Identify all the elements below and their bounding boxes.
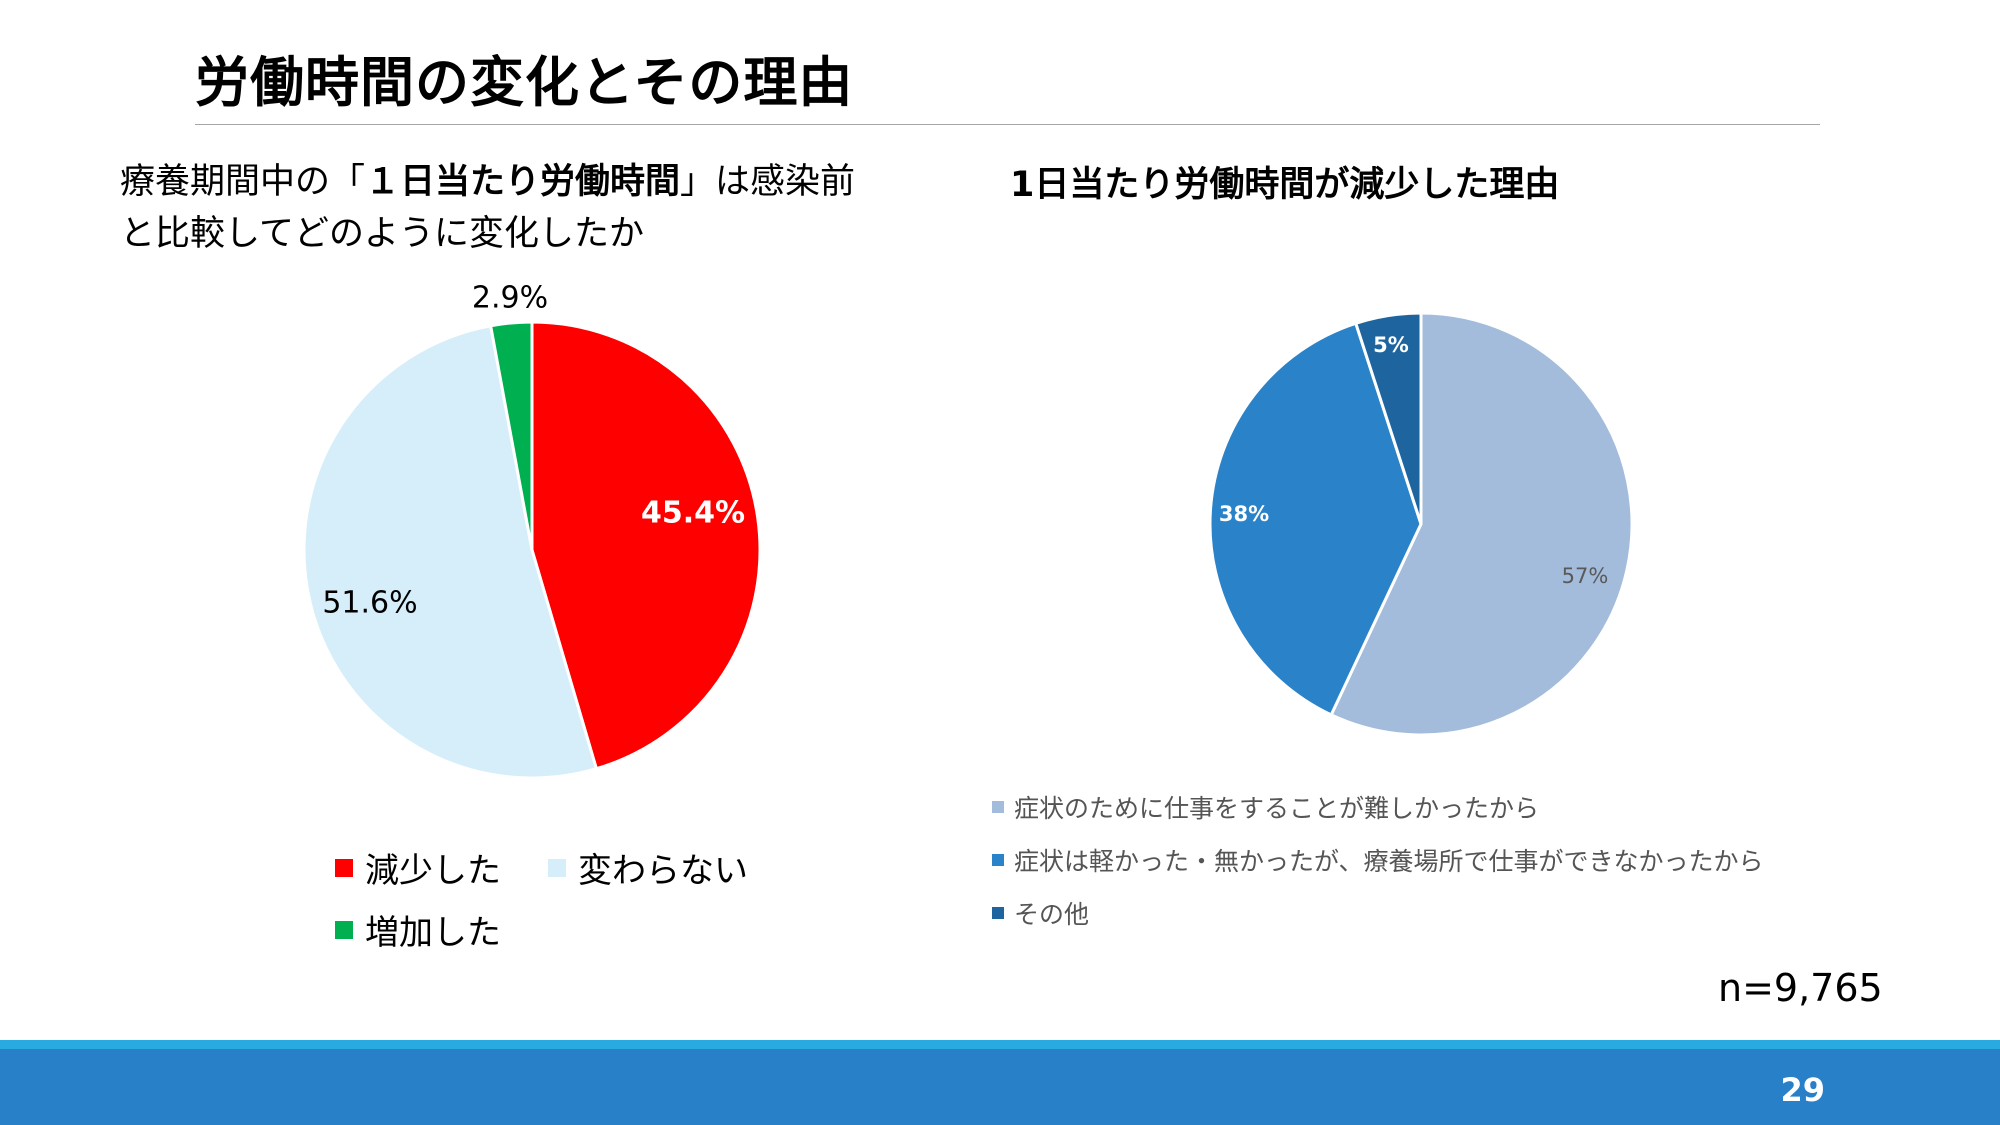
legend-swatch-unchanged [548,858,566,877]
right-pie-data-label-2: 38% [1219,502,1269,526]
right-pie-data-label-1: 57% [1562,564,1609,588]
left-pie-slice-2 [302,324,599,780]
legend-swatch-reason-3 [992,907,1004,919]
left-pie-data-label-2: 51.6% [322,586,417,621]
legend-item-unchanged: 変わらない [548,843,748,892]
legend-swatch-decrease [335,858,353,877]
slide-title: 労働時間の変化とその理由 [195,51,854,114]
legend-label-decrease: 減少した [365,851,501,891]
legend-item-reason-3: その他 [992,895,1089,931]
right-chart-title: 1日当たり労働時間が減少した理由 [1010,165,1560,205]
right-pie-slice-2 [1208,321,1423,717]
page-number: 29 [1780,1071,1825,1109]
sample-size: n=9,765 [1718,966,1883,1010]
question-line1-post: 」は感染前 [680,162,856,202]
question-line1-bold: １日当たり労働時間 [365,162,681,202]
working-hours-change-pie: 45.4% 51.6% 2.9% [302,281,762,780]
left-pie-slice-3 [488,320,534,551]
footer-accent-line [0,1040,2000,1049]
right-pie-data-label-3: 5% [1373,333,1409,357]
right-pie-slice-1 [1329,311,1634,737]
right-pie-slice-3 [1353,311,1423,525]
legend-label-reason-3: その他 [1014,900,1090,929]
legend-label-increase: 増加した [365,913,501,953]
legend-item-decrease: 減少した [335,843,501,892]
left-pie-data-label-1: 45.4% [641,496,745,531]
left-pie-data-label-3: 2.9% [472,281,548,316]
title-divider [195,124,1820,125]
question-line2: と比較してどのように変化したか [120,214,644,254]
legend-item-reason-1: 症状のために仕事をすることが難しかったから [992,789,1539,825]
legend-label-reason-2: 症状は軽かった・無かったが、療養場所で仕事ができなかったから [1014,847,1764,876]
left-pie-slice-1 [530,320,762,771]
legend-swatch-reason-1 [992,801,1004,813]
question-line1-pre: 療養期間中の「 [120,162,366,202]
legend-label-unchanged: 変わらない [578,851,748,891]
legend-item-reason-2: 症状は軽かった・無かったが、療養場所で仕事ができなかったから [992,842,1764,878]
legend-swatch-reason-2 [992,854,1004,866]
decrease-reason-pie: 57% 38% 5% [1208,311,1634,737]
legend-label-reason-1: 症状のために仕事をすることが難しかったから [1014,794,1540,823]
legend-item-increase: 増加した [335,905,501,954]
left-chart-question: 療養期間中の「１日当たり労働時間」は感染前 と比較してどのように変化したか [120,156,855,260]
footer-bar [0,1049,2000,1125]
legend-swatch-increase [335,920,353,939]
